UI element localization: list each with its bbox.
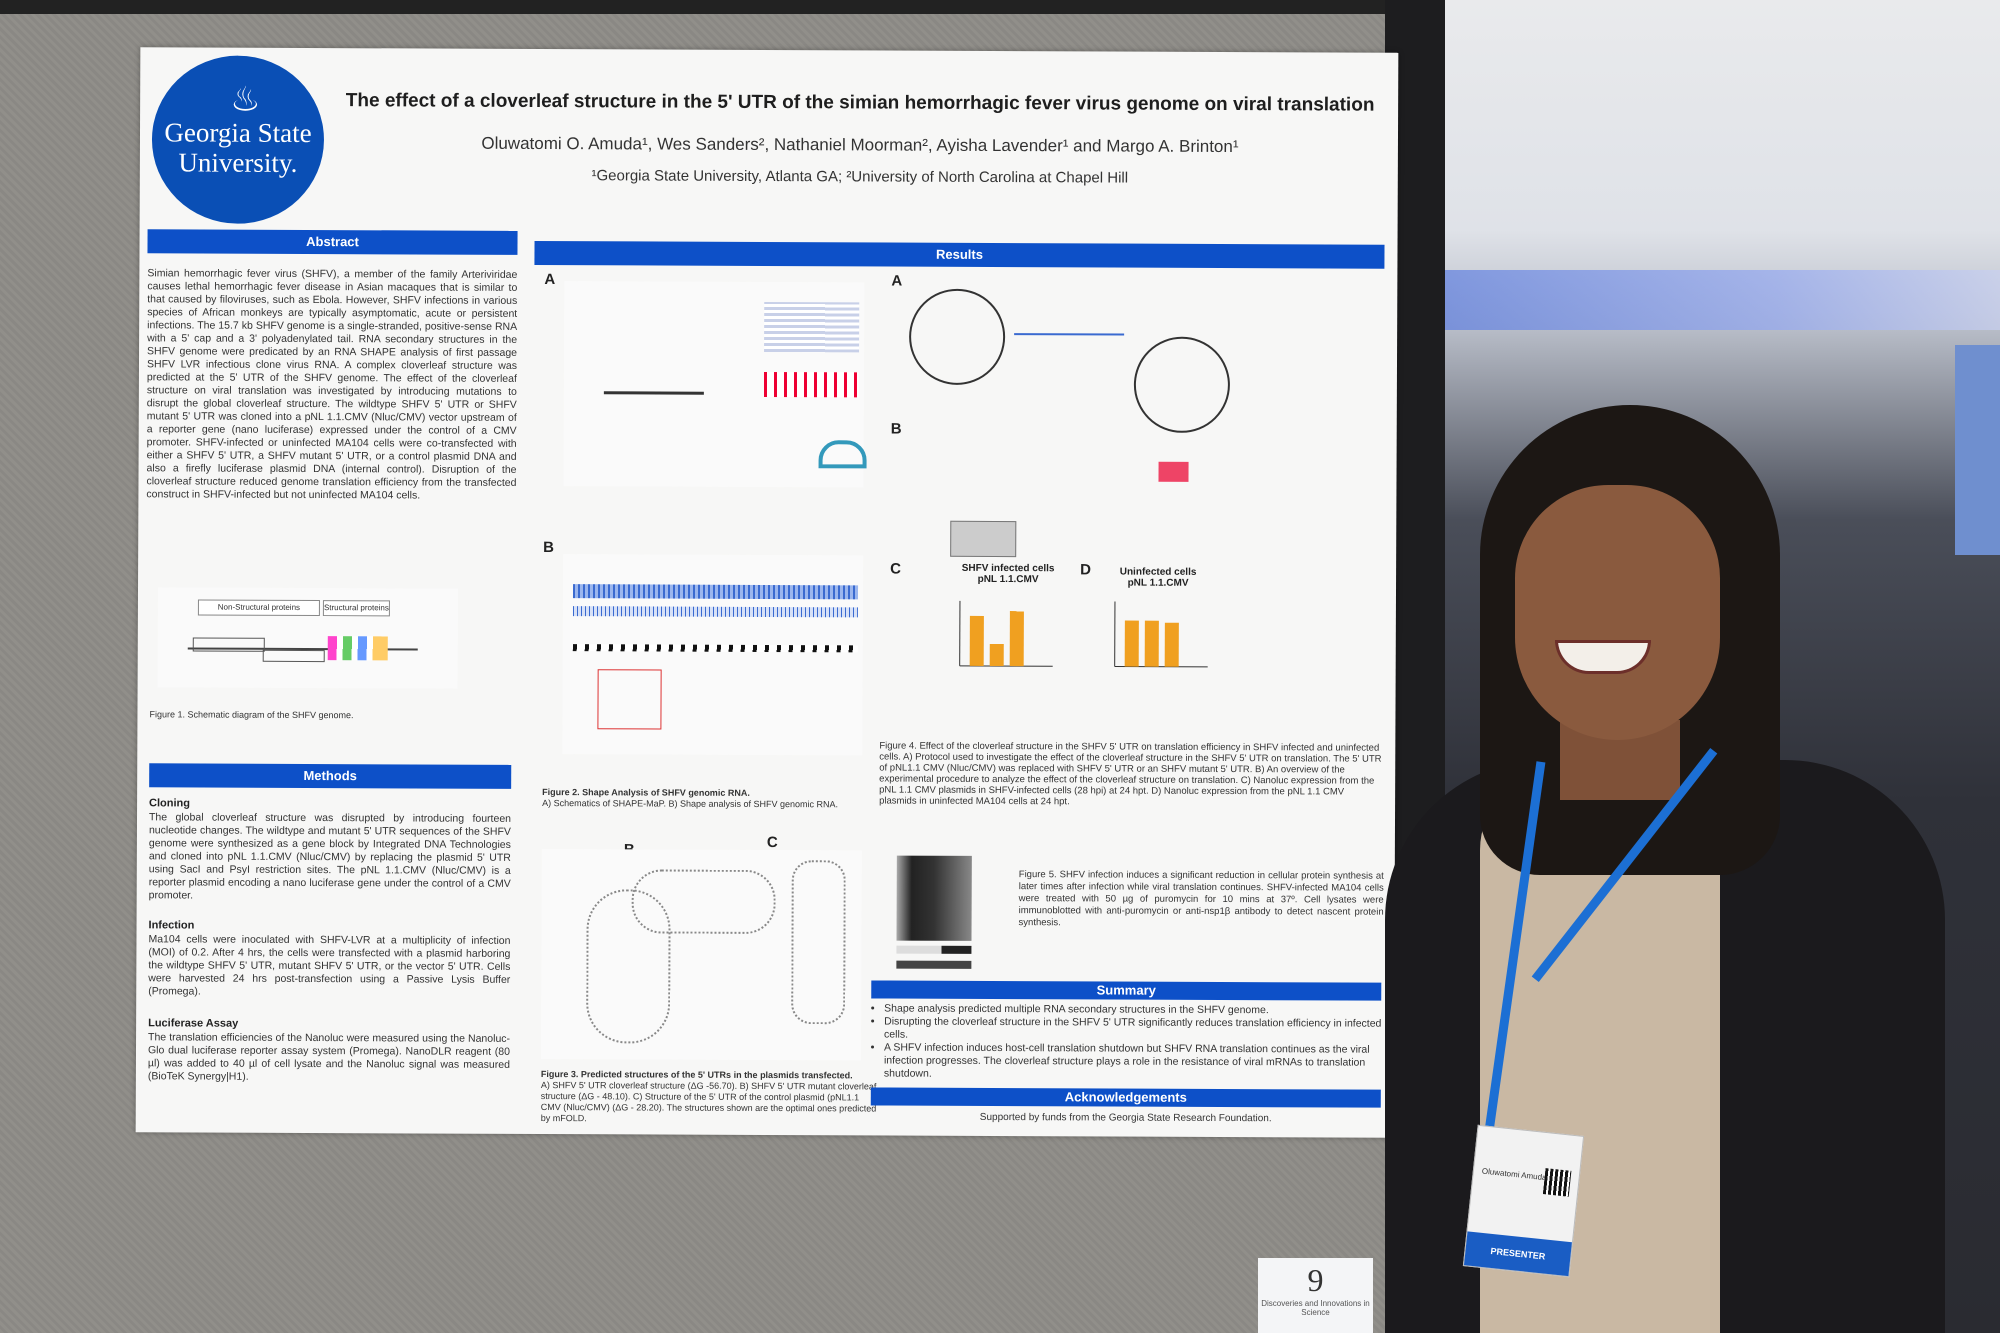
fig4d-bar-chart [1114, 601, 1208, 668]
fig4d-bar-wt [1124, 620, 1139, 667]
figure3-rna-structures [540, 849, 862, 1061]
fig4-label-a: A [891, 272, 903, 290]
fig4d-bar-control [1164, 622, 1179, 667]
abstract-text: Simian hemorrhagic fever virus (SHFV), a… [146, 267, 518, 502]
poster-affiliations: ¹Georgia State University, Atlanta GA; ²… [591, 167, 1129, 187]
presenter-face [1515, 485, 1720, 740]
well-plate [1158, 461, 1189, 482]
presenter-smile [1555, 640, 1651, 674]
plasmid-circle-1 [908, 288, 1006, 386]
arc-plot [818, 440, 867, 469]
mutant-structure [631, 869, 776, 935]
summary-item: A SHFV infection induces host-cell trans… [884, 1042, 1389, 1083]
orf1a-box [192, 637, 265, 652]
ceiling-light [1445, 270, 2000, 330]
poster-title: The effect of a cloverleaf structure in … [345, 90, 1375, 116]
structural-orfs [327, 636, 388, 661]
beta-actin-band [896, 960, 972, 969]
plate-reader [950, 520, 1017, 558]
fig2-label-b: B [543, 539, 555, 557]
board-number: 9 [1307, 1262, 1324, 1298]
logo-line-2: University. [178, 147, 298, 178]
figure2a-shape-map-schematic [563, 281, 867, 488]
shape-profile [763, 371, 859, 398]
read-stack [764, 301, 860, 353]
fig4c-bar-control [1009, 611, 1024, 667]
fig3-label-c: C [766, 834, 778, 852]
board-number-caption: Discoveries and Innovations in Science [1261, 1299, 1370, 1317]
orf1b-box [262, 649, 325, 663]
fig4c-bar-wt [969, 615, 984, 666]
reactivity-track-2 [572, 606, 858, 618]
arrow-replace [1014, 333, 1125, 336]
fig2-label-a: A [544, 271, 556, 289]
fig4c-bar-mutant [989, 643, 1004, 667]
summary-heading: Summary [871, 980, 1382, 1001]
luciferase-subheading: Luciferase Assay [148, 1017, 239, 1030]
fig4c-bar-chart [959, 600, 1053, 667]
university-logo: ♨ Georgia State University. [151, 55, 325, 225]
summary-item: Disrupting the cloverleaf structure in t… [884, 1016, 1389, 1044]
structural-box: Structural proteins [322, 600, 390, 617]
rna-strand [603, 391, 704, 395]
logo-line-1: Georgia State [164, 117, 312, 149]
fig4-label-c: C [890, 560, 901, 578]
western-blot [896, 855, 972, 941]
figure1-caption: Figure 1. Schematic diagram of the SHFV … [149, 709, 354, 721]
summary-list: Shape analysis predicted multiple RNA se… [874, 1002, 1389, 1082]
structure-track [572, 644, 858, 653]
figure5-caption: Figure 5. SHFV infection induces a signi… [1018, 869, 1384, 929]
methods-heading: Methods [149, 763, 512, 789]
flame-icon: ♨ [230, 80, 261, 119]
luciferase-text: The translation efficiencies of the Nano… [147, 1031, 511, 1083]
infection-text: Ma104 cells were inoculated with SHFV-LV… [148, 933, 511, 998]
name-badge: Oluwatomi Amuda PRESENTER [1462, 1124, 1585, 1278]
fig4d-bar-mutant [1144, 620, 1159, 667]
acknowledgements-heading: Acknowledgements [870, 1087, 1381, 1108]
figure2-caption: A) Schematics of SHAPE-MaP. B) Shape ana… [542, 798, 839, 810]
figure1-genome-diagram: Non-Structural proteins Structural prote… [157, 587, 459, 689]
abstract-heading: Abstract [147, 229, 518, 255]
acknowledgements-text: Supported by funds from the Georgia Stat… [979, 1111, 1272, 1125]
control-structure [791, 860, 846, 1025]
nsp1b-band [896, 945, 972, 954]
fig4-label-b: B [890, 420, 902, 438]
badge-name: Oluwatomi Amuda [1481, 1166, 1547, 1183]
figure3-caption: A) SHFV 5' UTR cloverleaf structure (ΔG … [540, 1080, 877, 1124]
display-screen [1955, 345, 2000, 555]
plasmid-circle-2 [1133, 336, 1231, 434]
fig4d-chart-title: Uninfected cells pNL 1.1.CMV [1119, 566, 1197, 589]
cloning-subheading: Cloning [149, 797, 191, 810]
infection-subheading: Infection [148, 919, 195, 932]
results-heading: Results [534, 240, 1385, 269]
fig4c-chart-title: SHFV infected cells pNL 1.1.CMV [961, 562, 1055, 586]
poster-authors: Oluwatomi O. Amuda¹, Wes Sanders², Natha… [481, 133, 1239, 157]
figure4-caption: Figure 4. Effect of the cloverleaf struc… [879, 740, 1382, 808]
research-poster: ♨ Georgia State University. The effect o… [135, 47, 1399, 1138]
board-top-frame [0, 0, 1445, 14]
qr-code-icon [1542, 1168, 1572, 1197]
highlight-box [597, 669, 662, 730]
nonstructural-box: Non-Structural proteins [197, 599, 320, 617]
cloning-text: The global cloverleaf structure was disr… [148, 811, 512, 902]
reactivity-track-1 [572, 584, 859, 600]
board-number-card: 9 Discoveries and Innovations in Science [1258, 1258, 1373, 1333]
figure2b-shape-analysis [562, 554, 864, 756]
